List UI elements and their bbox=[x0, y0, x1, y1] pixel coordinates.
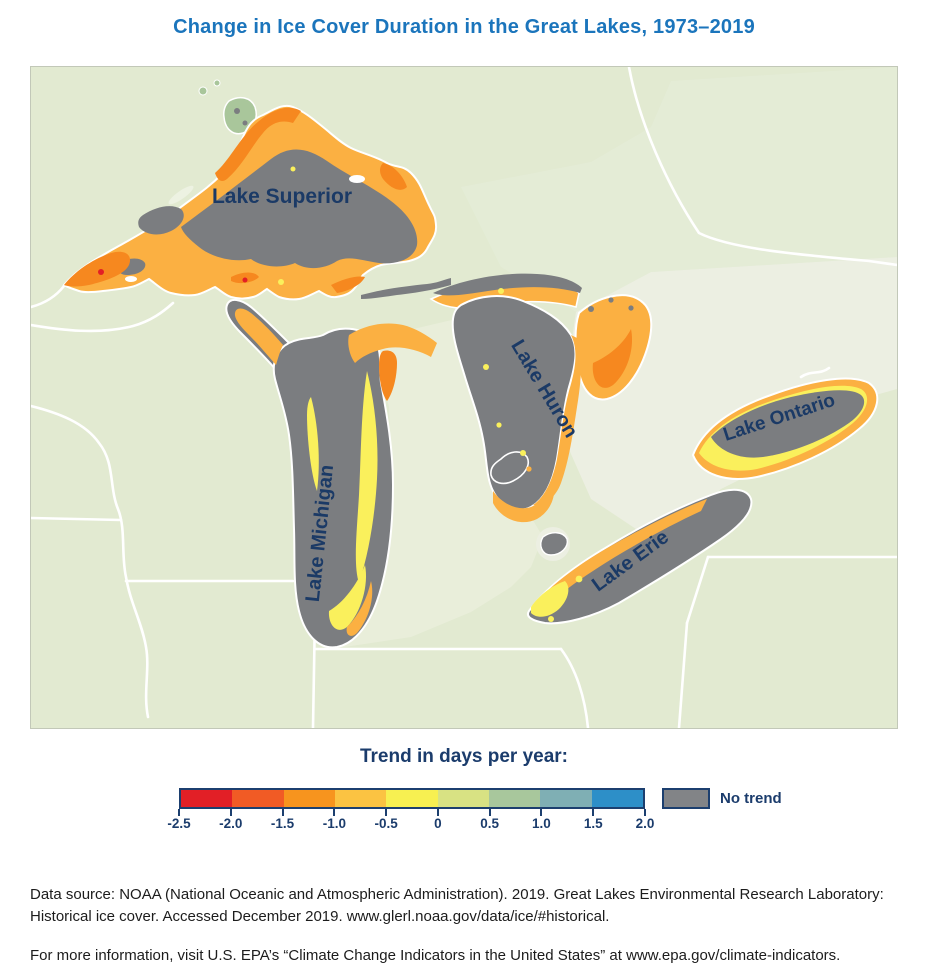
colorbar-cell bbox=[283, 790, 335, 807]
huron-body-gray bbox=[451, 295, 577, 511]
superior-yellow-fleck bbox=[278, 279, 284, 285]
michigan-yellow-west bbox=[307, 397, 319, 491]
tick-mark bbox=[488, 809, 491, 816]
colorbar bbox=[179, 788, 645, 809]
data-source-text: Data source: NOAA (National Oceanic and … bbox=[30, 886, 884, 926]
colorbar-cell bbox=[540, 790, 592, 807]
colorbar-cell bbox=[386, 790, 438, 807]
lake-erie-shape bbox=[527, 488, 753, 625]
superior-red-speck bbox=[242, 277, 248, 283]
land-pale-regions bbox=[331, 67, 897, 649]
michipicoten-island bbox=[349, 175, 365, 183]
lake-ontario-shape bbox=[691, 377, 879, 480]
colorbar-cell bbox=[591, 790, 643, 807]
colorbar-ticks bbox=[178, 809, 646, 816]
more-info-text: For more information, visit U.S. EPA’s “… bbox=[30, 947, 841, 964]
superior-yellow-fleck bbox=[290, 166, 296, 172]
michigan-orange-hook bbox=[379, 350, 397, 401]
tick-label: 0.5 bbox=[480, 816, 500, 831]
huron-south-orange bbox=[493, 481, 555, 523]
no-trend-swatch bbox=[662, 788, 710, 809]
colorbar-cell bbox=[232, 790, 284, 807]
isle-royale-island bbox=[168, 185, 194, 205]
michigan-yellow-east bbox=[355, 371, 378, 583]
michigan-green-bay-orange bbox=[234, 308, 283, 365]
lake-st-clair-shape bbox=[536, 527, 570, 561]
superior-gray-core bbox=[181, 149, 418, 269]
tick-mark bbox=[592, 809, 595, 816]
no-trend-label: No trend bbox=[720, 790, 782, 807]
tick-mark bbox=[540, 809, 543, 816]
superior-west-tip-orange bbox=[64, 251, 131, 287]
colorbar-cell bbox=[437, 790, 489, 807]
tick-label: 0 bbox=[434, 816, 442, 831]
legend-title: Trend in days per year: bbox=[359, 746, 569, 767]
tick-label: 2.0 bbox=[635, 816, 655, 831]
tick-label: -1.5 bbox=[270, 816, 295, 831]
superior-red-speck bbox=[98, 269, 104, 275]
erie-nw-orange-band bbox=[541, 499, 707, 603]
erie-body-gray bbox=[527, 488, 753, 625]
lake-superior-shape bbox=[62, 104, 451, 301]
michigan-straits-orange bbox=[348, 323, 437, 363]
tick-label: -0.5 bbox=[374, 816, 398, 831]
tick-label: -2.0 bbox=[219, 816, 243, 831]
tick-mark bbox=[281, 809, 284, 816]
michigan-yellow-south bbox=[328, 565, 367, 630]
tick-mark bbox=[178, 809, 180, 816]
label-lake-superior: Lake Superior bbox=[212, 185, 352, 208]
tick-mark bbox=[333, 809, 336, 816]
lake-huron-shape bbox=[429, 273, 653, 523]
erie-west-yellow bbox=[531, 581, 569, 617]
tick-label: -2.5 bbox=[167, 816, 191, 831]
page-title: Change in Ice Cover Duration in the Grea… bbox=[173, 16, 755, 38]
colorbar-ticklabels: -2.5 -2.0 -1.5 -1.0 -0.5 0 0.5 1.0 1.5 2.0 bbox=[167, 816, 654, 832]
tick-mark bbox=[644, 809, 646, 816]
great-lakes-map: Lake Superior Lake Michigan Lake Huron L… bbox=[30, 66, 898, 729]
map-svg: Lake Superior Lake Michigan Lake Huron L… bbox=[31, 67, 897, 728]
tick-mark bbox=[436, 809, 439, 816]
lake-michigan-shape bbox=[225, 299, 437, 649]
border-lines bbox=[31, 67, 897, 728]
tick-label: -1.0 bbox=[322, 816, 346, 831]
superior-north-orange bbox=[215, 107, 301, 182]
lake-nipigon bbox=[198, 79, 257, 135]
colorbar-cell bbox=[334, 790, 387, 807]
colorbar-cell bbox=[181, 790, 233, 807]
tick-mark bbox=[229, 809, 232, 816]
tick-label: 1.0 bbox=[532, 816, 551, 831]
michigan-orange-south-rim bbox=[346, 581, 373, 636]
georgian-bay-dark-orange bbox=[592, 329, 633, 388]
tick-label: 1.5 bbox=[583, 816, 603, 831]
huron-east-orange-band bbox=[533, 335, 582, 506]
ontario-gray-core bbox=[711, 390, 865, 458]
colorbar-cell bbox=[488, 790, 541, 807]
tick-mark bbox=[385, 809, 388, 816]
